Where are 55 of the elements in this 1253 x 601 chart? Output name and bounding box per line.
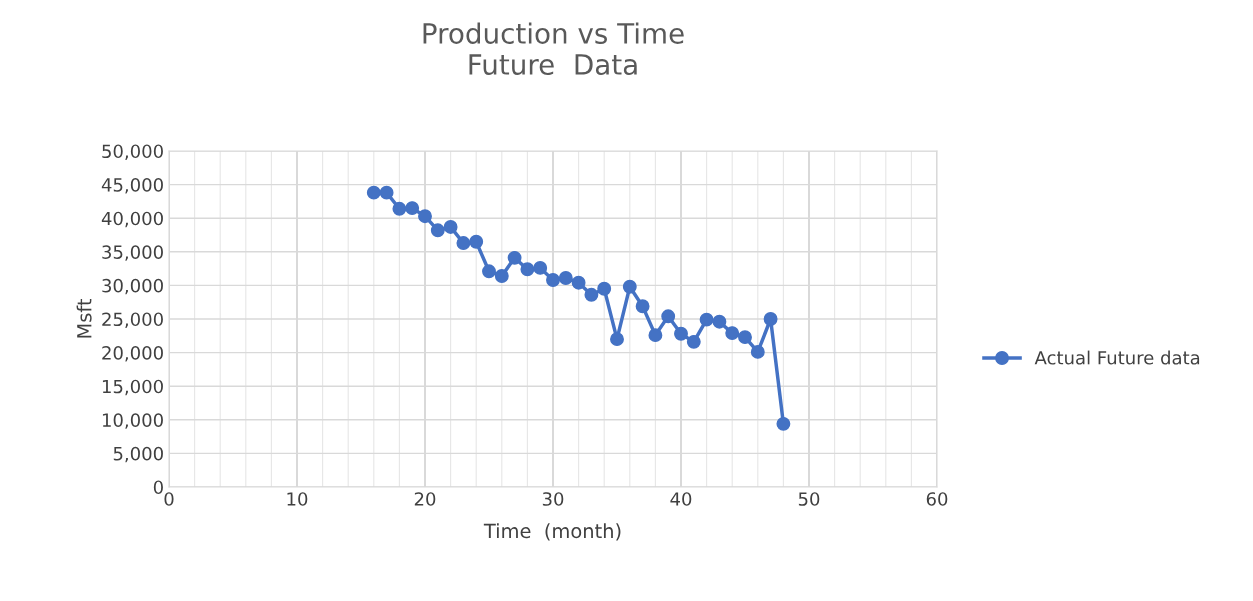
y-tick-label: 10,000 — [102, 413, 163, 429]
point — [366, 185, 381, 200]
point — [533, 260, 548, 275]
y-tick-label: 40,000 — [101, 211, 163, 228]
point — [507, 250, 522, 265]
point — [750, 344, 765, 359]
y-tick-label: 35,000 — [102, 245, 163, 261]
point — [610, 332, 624, 347]
point — [661, 309, 676, 324]
point — [725, 326, 740, 341]
point — [776, 416, 791, 431]
point — [469, 234, 484, 249]
x-axis-title: Time (month) — [483, 523, 621, 541]
y-tick-label: 15,000 — [102, 379, 163, 396]
point — [546, 273, 560, 287]
x-tick-label: 30 — [542, 492, 564, 506]
point — [584, 287, 599, 302]
point — [648, 328, 663, 343]
point — [674, 326, 688, 341]
point — [456, 236, 471, 251]
y-tick-label: 0 — [153, 480, 163, 495]
x-tick-label: 50 — [798, 492, 820, 506]
point — [392, 201, 407, 216]
point — [686, 334, 701, 349]
point — [443, 219, 458, 234]
legend-label: Actual Future data — [1034, 350, 1200, 365]
x-tick-label: 10 — [287, 492, 308, 506]
point — [482, 264, 496, 279]
point — [622, 279, 637, 294]
x-tick-label: 40 — [670, 492, 692, 506]
point — [379, 185, 394, 200]
point — [494, 269, 509, 283]
point — [418, 209, 432, 224]
y-tick-label: 25,000 — [102, 312, 163, 328]
y-axis-title: Msft — [76, 298, 92, 338]
chart-title: Production vs Time Future Data — [423, 22, 684, 76]
x-tick-label: 0 — [164, 492, 174, 506]
x-tick-label: 20 — [414, 492, 436, 506]
point — [430, 223, 445, 238]
point — [597, 281, 612, 296]
x-tick-label: 60 — [926, 492, 948, 506]
point — [520, 262, 535, 277]
y-tick-label: 20,000 — [102, 346, 163, 362]
point — [763, 312, 778, 326]
y-tick-label: 45,000 — [101, 178, 163, 194]
point — [405, 201, 420, 216]
point — [738, 330, 752, 345]
point — [571, 275, 586, 290]
point — [635, 299, 650, 314]
y-tick-label: 30,000 — [102, 278, 163, 295]
point — [712, 314, 727, 329]
point — [558, 271, 573, 285]
y-tick-label: 5,000 — [113, 446, 163, 463]
point — [699, 312, 714, 327]
y-tick-label: 50,000 — [102, 144, 163, 160]
